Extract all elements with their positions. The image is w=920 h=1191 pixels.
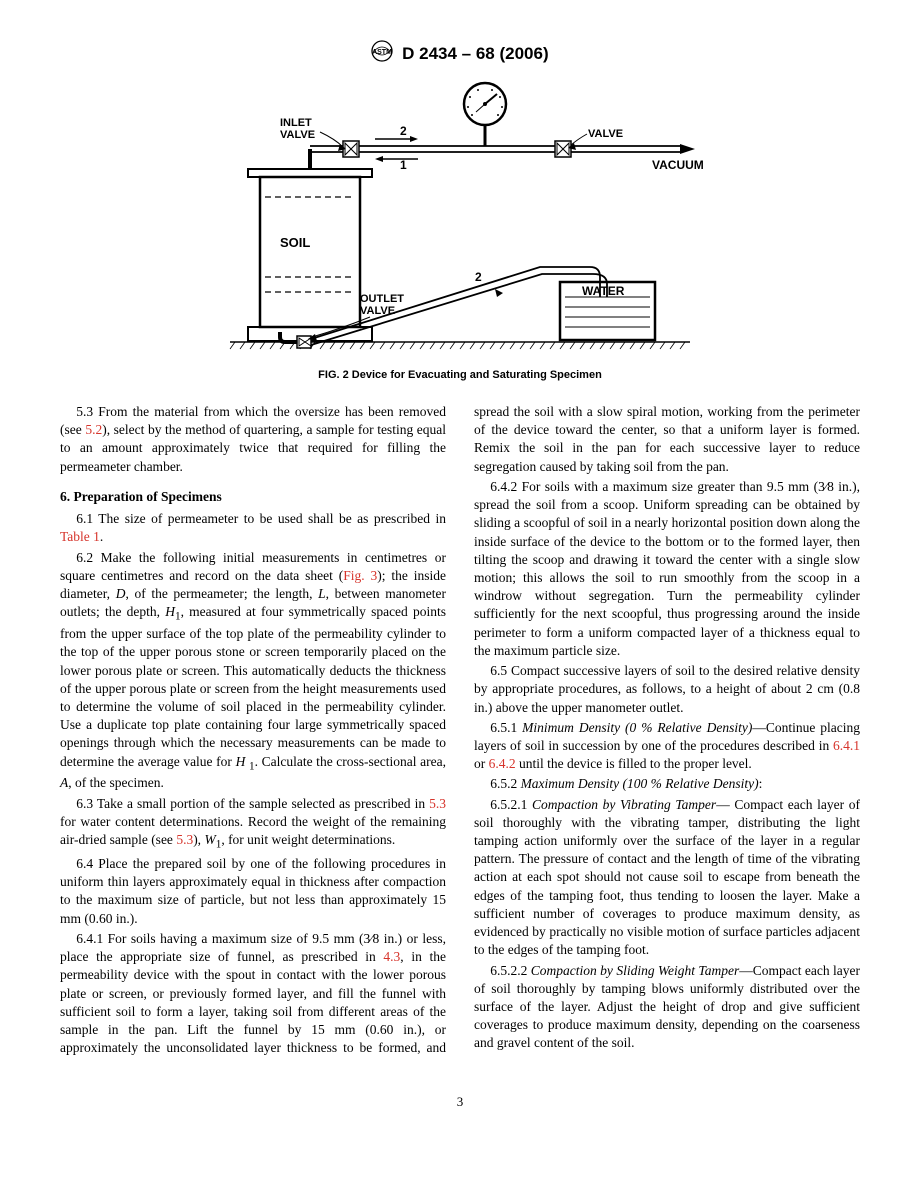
- valve-label: VALVE: [588, 128, 623, 140]
- figure-caption: FIG. 2 Device for Evacuating and Saturat…: [60, 368, 860, 383]
- para-6.3: 6.3 Take a small portion of the sample s…: [60, 795, 446, 853]
- para-6.4.2: 6.4.2 For soils with a maximum size grea…: [474, 478, 860, 660]
- ref-6.4.1: 6.4.1: [833, 738, 860, 753]
- arrow-1-label: 1: [400, 158, 407, 172]
- para-6.5.2: 6.5.2 Maximum Density (100 % Relative De…: [474, 775, 860, 793]
- para-5.3: 5.3 From the material from which the ove…: [60, 403, 446, 476]
- astm-logo-icon: ASTM: [371, 40, 393, 69]
- ref-5.3a: 5.3: [429, 796, 446, 811]
- ref-6.4.2: 6.4.2: [489, 756, 516, 771]
- figure-2: SOIL 2 WATER VACUUM INLET VALVE: [60, 77, 860, 383]
- evacuation-device-diagram: SOIL 2 WATER VACUUM INLET VALVE: [200, 77, 720, 357]
- ref-fig-3: Fig. 3: [343, 568, 377, 583]
- soil-label: SOIL: [280, 235, 310, 250]
- ref-table-1: Table 1: [60, 529, 100, 544]
- para-6.4: 6.4 Place the prepared soil by one of th…: [60, 855, 446, 928]
- svg-text:VALVE: VALVE: [360, 305, 395, 317]
- para-6.2: 6.2 Make the following initial measureme…: [60, 549, 446, 793]
- para-6.1: 6.1 The size of permeameter to be used s…: [60, 510, 446, 546]
- arrow-2a-label: 2: [400, 124, 407, 138]
- svg-text:VALVE: VALVE: [280, 129, 315, 141]
- ref-5.2: 5.2: [85, 422, 102, 437]
- svg-text:ASTM: ASTM: [372, 49, 392, 56]
- page-header: ASTM D 2434 – 68 (2006): [60, 40, 860, 69]
- para-6.5.1: 6.5.1 Minimum Density (0 % Relative Dens…: [474, 719, 860, 774]
- page-number: 3: [60, 1093, 860, 1111]
- inlet-valve-label: INLET: [280, 117, 312, 129]
- water-label: WATER: [582, 284, 625, 298]
- ref-5.3b: 5.3: [176, 832, 193, 847]
- para-6.5: 6.5 Compact successive layers of soil to…: [474, 662, 860, 717]
- vacuum-label: VACUUM: [652, 158, 704, 172]
- ref-4.3: 4.3: [383, 949, 400, 964]
- designation: D 2434 – 68 (2006): [402, 44, 549, 63]
- arrow-2b-label: 2: [475, 270, 482, 284]
- outlet-valve-label: OUTLET: [360, 293, 404, 305]
- body-text: 5.3 From the material from which the ove…: [60, 403, 860, 1057]
- para-6.5.2.2: 6.5.2.2 Compaction by Sliding Weight Tam…: [474, 962, 860, 1053]
- heading-6: 6. Preparation of Specimens: [60, 488, 446, 506]
- para-6.5.2.1: 6.5.2.1 Compaction by Vibrating Tamper— …: [474, 796, 860, 960]
